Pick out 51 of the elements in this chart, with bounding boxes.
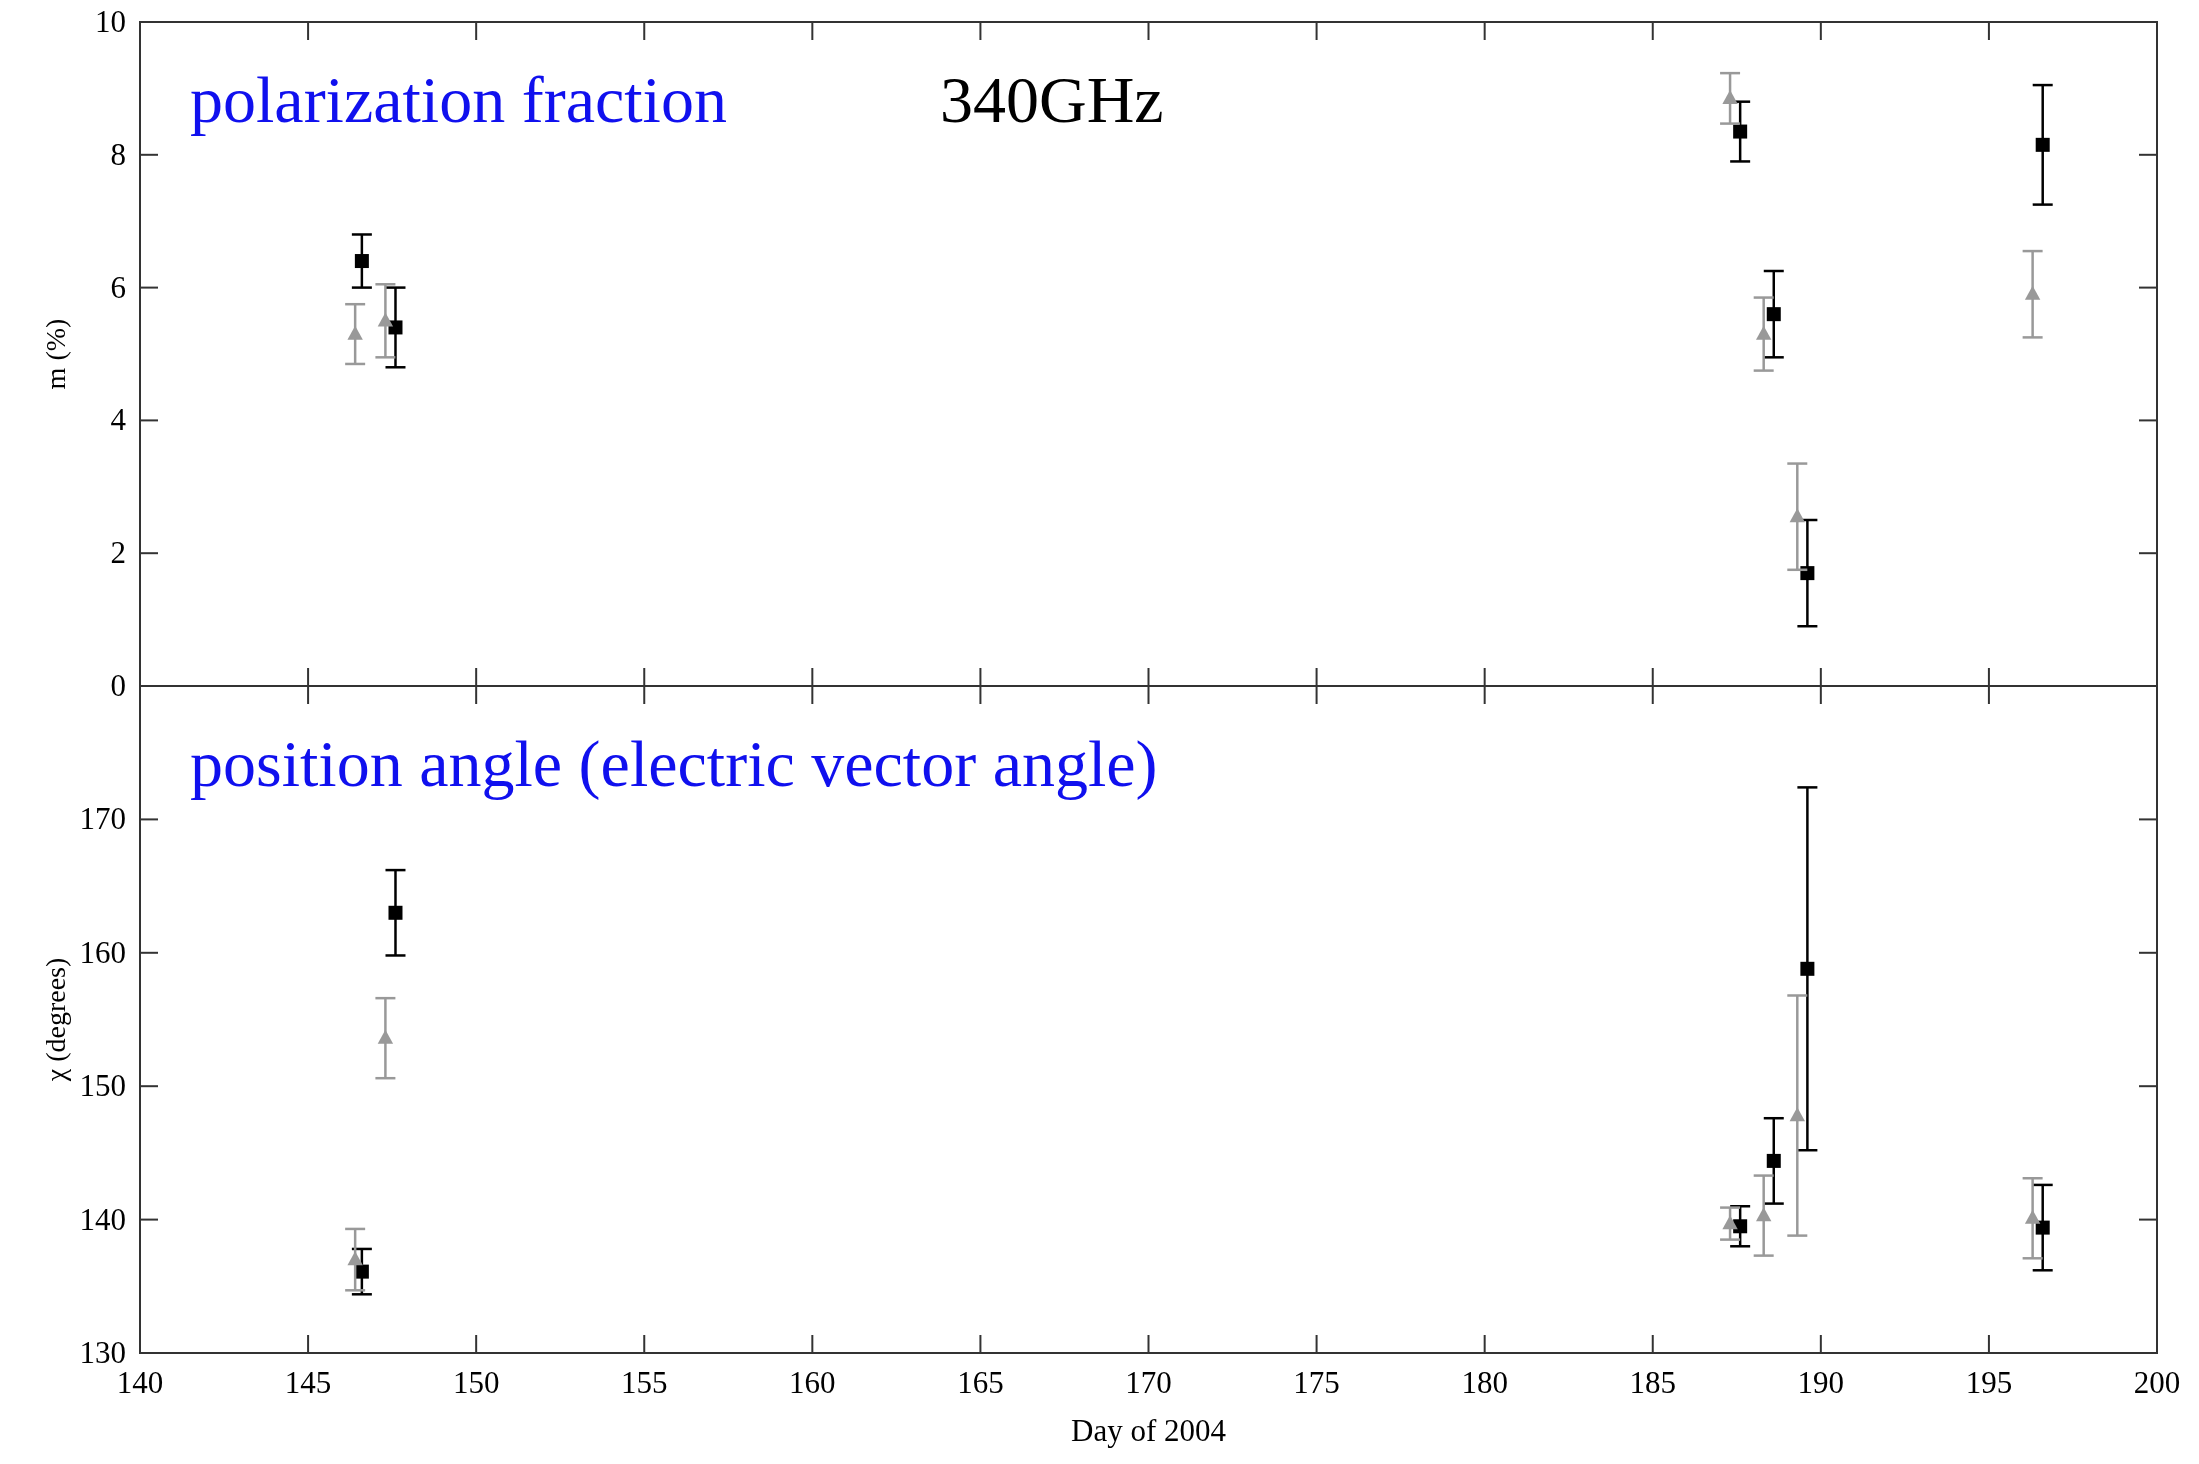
y-tick-label: 150 xyxy=(79,1068,126,1104)
y-axis-title: m (%) xyxy=(40,318,71,390)
y-tick-label: 130 xyxy=(79,1335,126,1370)
x-tick-label: 175 xyxy=(1293,1365,1340,1400)
x-tick-label: 145 xyxy=(284,1365,332,1400)
x-tick-label: 165 xyxy=(957,1365,1004,1400)
x-tick-label: 155 xyxy=(621,1365,668,1400)
point xyxy=(388,320,403,335)
annotation: polarization fraction xyxy=(190,63,727,136)
point xyxy=(1766,1153,1781,1168)
point xyxy=(1800,566,1815,581)
y-axis-title: χ (degrees) xyxy=(40,957,71,1083)
point xyxy=(377,312,394,327)
y-tick-label: 2 xyxy=(110,535,126,571)
point xyxy=(1755,325,1772,340)
x-tick-label: 185 xyxy=(1629,1365,1676,1400)
y-tick-label: 170 xyxy=(79,801,126,837)
x-axis-title: Day of 2004 xyxy=(1071,1413,1227,1448)
point xyxy=(1722,1215,1738,1230)
x-tick-label: 150 xyxy=(452,1365,500,1400)
point xyxy=(1800,961,1815,976)
y-tick-label: 0 xyxy=(110,668,126,703)
point xyxy=(347,325,363,340)
x-tick-label: 195 xyxy=(1965,1365,2013,1400)
y-tick-label: 6 xyxy=(110,269,126,305)
annotation: position angle (electric vector angle) xyxy=(190,727,1158,801)
point xyxy=(377,1029,394,1044)
point xyxy=(1789,508,1805,523)
y-tick-label: 160 xyxy=(79,934,126,970)
point xyxy=(1733,124,1748,139)
point xyxy=(1789,1107,1805,1122)
y-tick-label: 140 xyxy=(79,1201,126,1237)
x-tick-label: 190 xyxy=(1797,1365,1845,1400)
y-tick-label: 10 xyxy=(95,4,126,39)
point xyxy=(388,905,403,920)
point xyxy=(347,1251,363,1266)
point xyxy=(1755,1207,1772,1222)
x-tick-label: 180 xyxy=(1461,1365,1508,1400)
point xyxy=(354,254,369,269)
point xyxy=(2035,137,2050,152)
point xyxy=(2024,1209,2041,1224)
point xyxy=(2024,285,2041,300)
point xyxy=(1766,307,1781,322)
x-tick-label: 170 xyxy=(1125,1365,1172,1400)
point xyxy=(2035,1220,2050,1235)
annotation: 340GHz xyxy=(940,63,1164,136)
y-tick-label: 4 xyxy=(110,402,127,438)
y-tick-label: 8 xyxy=(110,136,126,172)
point xyxy=(354,1264,369,1279)
x-tick-label: 160 xyxy=(789,1365,836,1400)
x-tick-label: 200 xyxy=(2133,1365,2181,1400)
